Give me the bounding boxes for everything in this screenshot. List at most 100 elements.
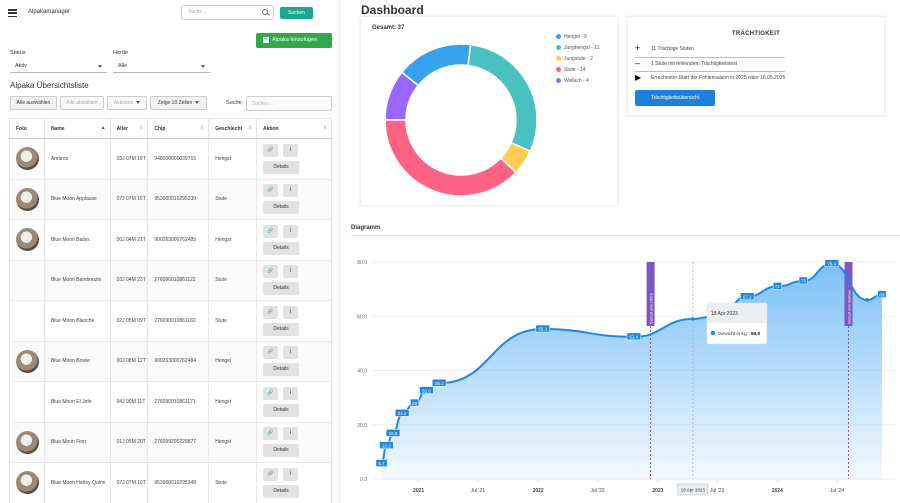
link-button[interactable]: 🔗 — [263, 305, 279, 319]
donut-slice-hengst[interactable] — [400, 43, 472, 87]
pregnancy-overview-button[interactable]: Trächtigkeitsübersicht — [635, 90, 715, 106]
details-button[interactable]: Details — [263, 444, 300, 458]
details-button[interactable]: Details — [263, 403, 300, 417]
column-header-geschlecht[interactable]: Geschlecht ⇕ — [208, 118, 258, 139]
info-button[interactable]: i — [283, 467, 299, 481]
action-cell: 🔗 i Details — [256, 462, 332, 503]
herde-select[interactable]: Alle — [113, 59, 210, 73]
data-point[interactable] — [865, 298, 869, 302]
column-header-name[interactable]: Name ▲ — [43, 118, 111, 139]
global-search-input[interactable]: Suche... — [181, 5, 274, 20]
link-button[interactable]: 🔗 — [263, 224, 279, 238]
column-header-alter[interactable]: Alter ⇕ — [109, 118, 149, 139]
link-button[interactable]: 🔗 — [263, 427, 279, 441]
sex-cell: Stute — [208, 462, 258, 503]
data-label-box — [410, 398, 420, 407]
page-size-dropdown[interactable]: Zeige 10 Zeilen — [150, 96, 207, 110]
table-row[interactable]: Blue Moon Bamboozle 03J 04M 23T 2760900108… — [9, 259, 332, 301]
details-button[interactable]: Details — [263, 282, 300, 296]
x-tick-label: 2021 — [413, 488, 424, 494]
menu-icon[interactable] — [8, 9, 17, 18]
link-button[interactable]: 🔗 — [263, 386, 279, 400]
pregnancy-card: TRÄCHTIGKEIT +11 Trächtige Stuten – 1 Stu… — [628, 17, 884, 115]
weight-chart[interactable]: 0.0 20.0 40.0 60.0 80.0 Geburt von Ulrich Gebu… — [340, 236, 900, 503]
info-button[interactable]: i — [283, 265, 299, 279]
info-button[interactable]: i — [283, 427, 299, 441]
details-button[interactable]: Details — [263, 160, 300, 174]
info-icon: i — [289, 146, 292, 153]
details-button[interactable]: Details — [263, 201, 300, 215]
info-icon: i — [289, 227, 292, 234]
avatar — [16, 349, 39, 373]
search-icon[interactable] — [262, 9, 268, 15]
link-button[interactable]: 🔗 — [263, 265, 279, 279]
sort-icon[interactable]: ⇕ — [247, 125, 253, 131]
data-label-box — [877, 290, 887, 298]
info-button[interactable]: i — [283, 143, 299, 157]
donut-legend: Hengst - 6 Junghengst - 11 Jungstute - 2 St… — [556, 33, 600, 88]
link-button[interactable]: 🔗 — [263, 184, 279, 198]
sort-asc-icon[interactable]: ▲ — [100, 125, 106, 131]
info-button[interactable]: i — [283, 305, 299, 319]
add-alpaca-button[interactable]: + Alpaka hinzufügen — [256, 33, 332, 48]
data-point[interactable] — [691, 317, 695, 321]
name-cell: Blue Moon Harley Quinn — [43, 462, 111, 503]
data-label-box — [395, 409, 410, 417]
info-button[interactable]: i — [283, 224, 299, 238]
details-button[interactable]: Details — [263, 363, 300, 377]
name-cell: Blue Moon Applause — [43, 178, 111, 220]
photo-cell — [9, 462, 45, 503]
add-alpaca-label: Alpaka hinzufügen — [272, 37, 318, 43]
table-row[interactable]: Blue Moon El Jefe 04J 00M 11T 276090010861… — [9, 381, 332, 423]
column-header-foto[interactable]: Foto — [9, 118, 45, 139]
table-row[interactable]: Blue Moon Applause 07J 07M 16T 95300001029… — [9, 178, 332, 220]
sex-cell: Hengst — [208, 219, 258, 261]
legend-dot — [556, 45, 561, 50]
table-row[interactable]: Blue Moon Blanche 02J 05M 09T 276090010861… — [9, 300, 332, 342]
legend-item[interactable]: Junghengst - 11 — [556, 44, 600, 55]
sort-icon[interactable]: ⇕ — [322, 125, 327, 131]
table-row[interactable]: Blue Moon Finn 01J 05M 20T 276099200229877… — [9, 421, 332, 463]
column-header-label: Geschlecht — [215, 125, 243, 132]
column-header-aktion[interactable]: Aktion ⇕ — [256, 118, 332, 139]
x-tick-label: 2023 — [652, 488, 663, 494]
column-header-chip[interactable]: Chip ⇕ — [147, 118, 210, 139]
deselect-all-button[interactable]: Alle abwählen — [60, 96, 104, 110]
table-row[interactable]: Blue Moon Harley Quinn 07J 07M 10T 9530000… — [9, 462, 332, 503]
select-all-button[interactable]: Alle auswählen — [10, 96, 57, 110]
tooltip-header — [706, 303, 767, 323]
donut-slice-junghengst[interactable] — [467, 43, 538, 153]
donut-slice-stute[interactable] — [384, 119, 517, 197]
link-button[interactable]: 🔗 — [263, 467, 279, 481]
action-cell: 🔗 i Details — [256, 219, 332, 261]
search-button[interactable]: Suchen — [280, 7, 313, 19]
sort-icon[interactable]: ⇕ — [139, 125, 144, 131]
data-label: 55.3 — [538, 327, 547, 332]
details-button[interactable]: Details — [263, 241, 300, 255]
status-select[interactable]: Aktiv — [10, 59, 107, 73]
info-button[interactable]: i — [283, 346, 299, 360]
column-header-label: Aktion — [263, 125, 279, 132]
legend-dot — [556, 78, 561, 83]
info-button[interactable]: i — [283, 386, 299, 400]
legend-dot — [556, 34, 561, 39]
photo-cell — [9, 300, 45, 342]
table-row[interactable]: Blue Moon Bailys 00J 04M 21T 9002630007624… — [9, 219, 332, 261]
legend-item[interactable]: Jungstute - 2 — [556, 55, 600, 66]
details-button[interactable]: Details — [263, 322, 300, 336]
legend-item[interactable]: Hengst - 6 — [556, 33, 600, 44]
table-row[interactable]: Ambros 03J 07M 19T 948000000039715 Hengst 🔗 i… — [9, 138, 332, 180]
sort-icon[interactable]: ⇕ — [200, 125, 205, 131]
name-cell: Blue Moon Blanche — [43, 300, 111, 342]
link-button[interactable]: 🔗 — [263, 346, 279, 360]
y-tick-label: 40.0 — [357, 369, 367, 375]
actions-dropdown[interactable]: Aktionen — [107, 96, 147, 110]
table-search-input[interactable]: Suchen... — [246, 96, 332, 111]
legend-item[interactable]: Stute - 14 — [556, 66, 600, 77]
legend-item[interactable]: Wallach - 4 — [556, 77, 600, 88]
info-button[interactable]: i — [283, 184, 299, 198]
link-button[interactable]: 🔗 — [263, 143, 279, 157]
details-button[interactable]: Details — [263, 484, 300, 498]
table-row[interactable]: Blue Moon Bowie 00J 08M 12T 90026300076248… — [9, 340, 332, 382]
age-cell: 07J 07M 10T — [109, 462, 149, 503]
